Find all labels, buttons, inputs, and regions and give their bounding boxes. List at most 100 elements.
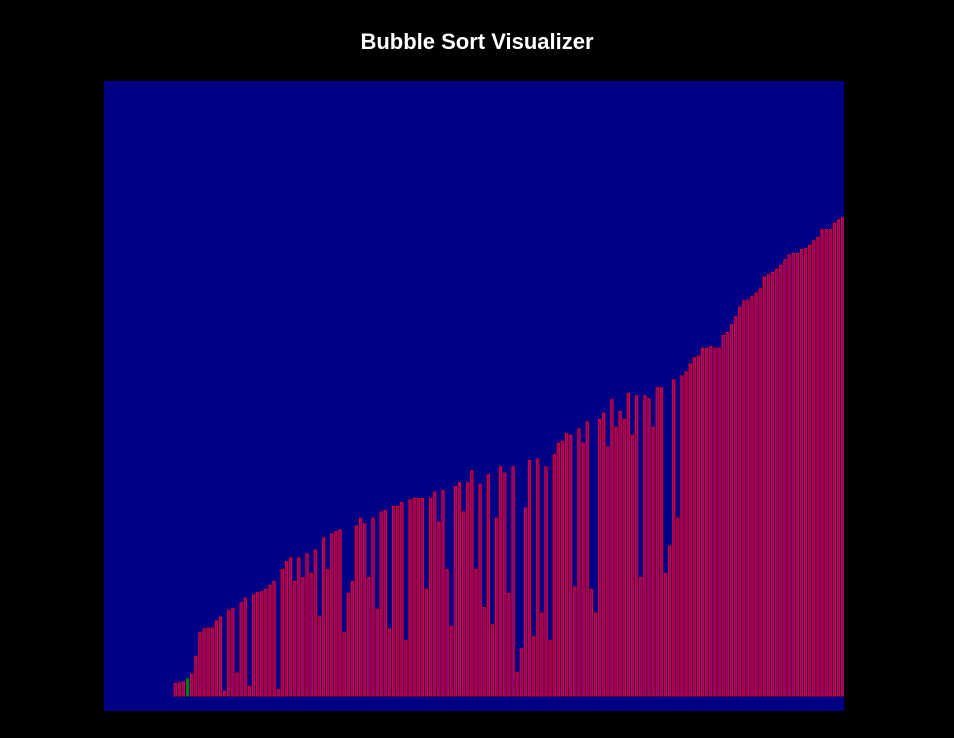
bar [696,355,701,697]
bar [688,363,692,697]
bar [474,569,478,697]
bar [326,569,330,697]
bar [173,682,177,697]
bar [490,624,495,697]
bar [816,237,820,697]
bar [190,673,194,697]
bar [643,395,647,697]
bar [519,648,523,697]
bar [321,537,326,697]
bar [841,217,844,697]
bar [202,628,206,697]
bar [812,240,816,697]
bar [346,592,350,697]
bar [478,483,482,697]
bar [676,517,680,697]
bar [680,375,684,697]
bar [383,509,387,697]
sort-canvas [104,81,844,711]
bar [297,557,301,697]
bar [466,482,470,697]
bar [532,636,536,697]
bar [820,229,824,697]
bar [552,454,556,697]
bar [268,584,272,697]
bar [651,426,655,697]
bar [766,274,771,697]
bar [391,505,396,697]
bar [223,690,227,697]
bar [449,626,453,697]
bar [309,573,313,697]
bars-chart [173,217,844,697]
bar [194,656,198,697]
bar [799,248,804,697]
bar [779,264,783,697]
bar [503,472,507,697]
bar [437,521,441,697]
bar [795,252,799,697]
bar [717,347,721,697]
bar [622,418,626,697]
bar [655,387,659,697]
bar [544,466,548,697]
bar [354,525,359,697]
bar [235,672,239,697]
bar [350,580,354,697]
bar [276,689,280,697]
bar [301,577,305,697]
bar [725,331,729,697]
bar [260,591,264,697]
bar [247,686,251,697]
bar [672,379,676,697]
bar [836,219,841,697]
bar [231,607,235,697]
bar [317,616,321,697]
bar [507,592,511,697]
bar [523,507,528,697]
bar [396,505,400,697]
bar [264,588,268,697]
bar [379,511,383,697]
bar [581,442,585,697]
bar [272,580,276,697]
bar [214,620,218,697]
bar [602,412,606,697]
bar [775,268,779,697]
bar [808,245,812,697]
bar [429,497,433,697]
bar [445,569,449,697]
bar [499,466,503,697]
bar [371,517,375,697]
bar [433,491,437,697]
bar [255,592,260,697]
page-title: Bubble Sort Visualizer [360,29,594,54]
bar [606,446,610,697]
bar [709,346,713,697]
bar [420,497,425,697]
bar [593,612,598,697]
bar [787,254,791,697]
bar [721,335,725,697]
bar [803,248,808,697]
bar [684,371,688,697]
bar [494,517,499,697]
bar [284,561,289,697]
bar [733,316,738,697]
bar [663,573,668,697]
bar [181,681,186,697]
bar [453,486,457,697]
bar [243,597,247,697]
bar [470,470,474,697]
bar [342,632,346,697]
bar [630,434,635,697]
bar [206,627,210,697]
bar [218,616,223,697]
bar [659,387,663,697]
bar [400,501,404,697]
bar [548,640,552,697]
bar [668,545,672,697]
bar [832,222,837,697]
bar [198,632,202,697]
